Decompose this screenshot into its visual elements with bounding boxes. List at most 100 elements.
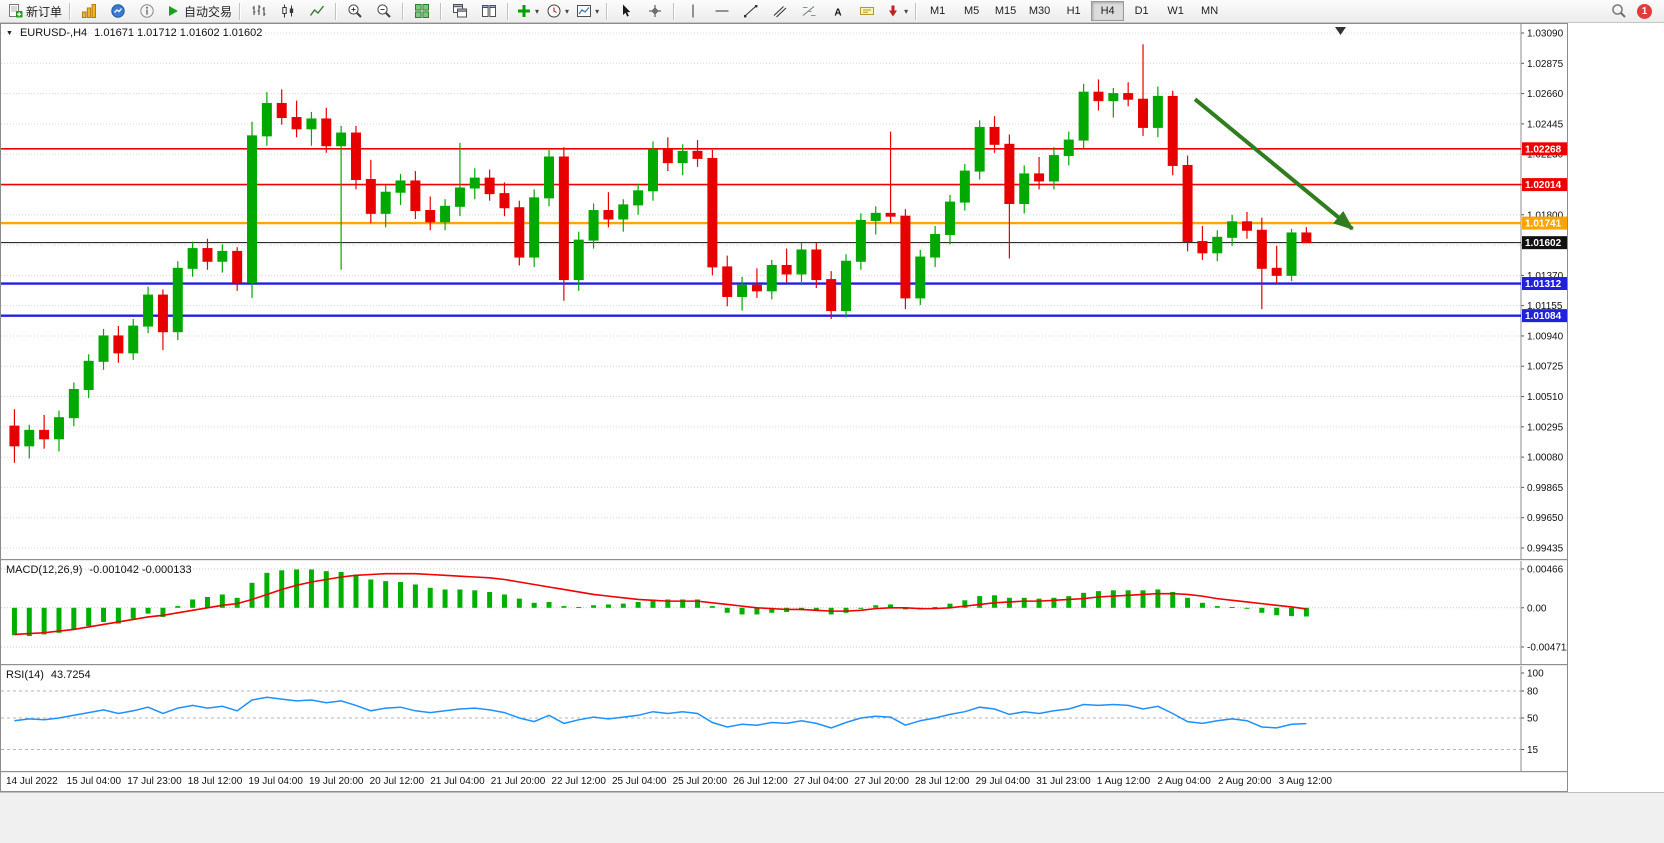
toolbar-separator	[402, 2, 405, 20]
chart-window[interactable]: 1.030901.028751.026601.024451.022301.020…	[0, 23, 1568, 792]
time-label: 31 Jul 23:00	[1036, 776, 1091, 787]
svg-text:1.01370: 1.01370	[1527, 271, 1564, 282]
new-order-button[interactable]: 新订单	[4, 0, 65, 22]
search-icon[interactable]	[1611, 3, 1627, 19]
fibonacci-tool-button[interactable]	[795, 0, 823, 22]
panel-separator[interactable]	[1, 664, 1567, 666]
clock-icon	[547, 4, 561, 18]
svg-text:50: 50	[1527, 714, 1539, 725]
timeframe-m5[interactable]: M5	[963, 5, 980, 17]
svg-text:0.00466: 0.00466	[1527, 565, 1564, 576]
timeframe-m15[interactable]: M15	[994, 5, 1017, 17]
trendline-tool-button[interactable]	[737, 0, 765, 22]
line-chart-type-button[interactable]	[303, 0, 331, 22]
collapse-arrow-icon[interactable]: ▼	[6, 29, 13, 37]
svg-text:80: 80	[1527, 687, 1539, 698]
indicators-button[interactable]: ▾	[513, 0, 542, 22]
tile-windows-button[interactable]	[408, 0, 436, 22]
toolbar-separator	[507, 2, 510, 20]
time-label: 27 Jul 20:00	[854, 776, 909, 787]
rsi-value: 43.7254	[50, 669, 91, 681]
time-axis[interactable]: 14 Jul 2022 15 Jul 04:00 17 Jul 23:00 18 Ju…	[1, 773, 1567, 791]
time-label: 21 Jul 04:00	[430, 776, 485, 787]
charts-panel-button[interactable]	[75, 0, 103, 22]
svg-text:1.00510: 1.00510	[1527, 392, 1564, 403]
timeframe-m1[interactable]: M1	[929, 5, 946, 17]
vertical-line-tool-button[interactable]	[679, 0, 707, 22]
vertical-line-icon	[692, 4, 694, 18]
chevron-down-icon[interactable]: ▾	[904, 6, 909, 16]
toolbar-right: 1	[1611, 3, 1660, 19]
crosshair-tool-button[interactable]	[641, 0, 669, 22]
zoom-out-button[interactable]	[370, 0, 398, 22]
zoom-in-icon	[348, 4, 362, 18]
price-chart[interactable]: 1.030901.028751.026601.024451.022301.020…	[1, 24, 1567, 559]
timeframe-mn[interactable]: MN	[1201, 5, 1219, 17]
auto-trading-button[interactable]: 自动交易	[162, 0, 235, 22]
timeframe-d1[interactable]: D1	[1134, 5, 1149, 17]
tile-vertical-icon	[482, 5, 497, 17]
svg-text:0.99650: 0.99650	[1527, 513, 1564, 524]
zoom-in-button[interactable]	[341, 0, 369, 22]
svg-text:-0.004711: -0.004711	[1527, 643, 1567, 654]
time-label: 28 Jul 12:00	[915, 776, 970, 787]
label-tool-button[interactable]	[853, 0, 881, 22]
auto-trading-label: 自动交易	[184, 4, 233, 19]
svg-text:1.01155: 1.01155	[1527, 301, 1563, 312]
macd-name: MACD(12,26,9)	[6, 564, 83, 576]
svg-text:1.00940: 1.00940	[1527, 331, 1564, 342]
chart-ohlc-values: 1.01671 1.01712 1.01602 1.01602	[94, 27, 263, 39]
candle-chart-type-button[interactable]	[274, 0, 302, 22]
auto-trading-icon	[169, 6, 179, 16]
toolbar-separator	[673, 2, 676, 20]
rsi-panel[interactable]: 100 80 50 15	[1, 666, 1567, 771]
periods-button[interactable]: ▾	[543, 0, 572, 22]
svg-text:1.01312: 1.01312	[1525, 279, 1562, 290]
svg-text:1.00725: 1.00725	[1527, 362, 1564, 373]
macd-label: MACD(12,26,9) -0.001042 -0.000133	[6, 564, 192, 576]
panel-separator[interactable]	[1, 771, 1567, 773]
svg-text:0.99435: 0.99435	[1527, 544, 1564, 555]
time-label: 22 Jul 12:00	[551, 776, 606, 787]
time-label: 29 Jul 04:00	[975, 776, 1031, 787]
cascade-windows-icon	[453, 4, 468, 18]
bar-chart-type-button[interactable]	[245, 0, 273, 22]
cascade-windows-button[interactable]	[446, 0, 474, 22]
horizontal-line-tool-button[interactable]	[708, 0, 736, 22]
chevron-down-icon[interactable]: ▾	[565, 6, 570, 16]
new-order-label: 新订单	[26, 4, 63, 19]
time-label: 1 Aug 12:00	[1096, 776, 1151, 787]
time-label: 26 Jul 12:00	[733, 776, 788, 787]
channel-tool-button[interactable]	[766, 0, 794, 22]
macd-panel[interactable]: 0.00466 0.00 -0.004711	[1, 561, 1567, 664]
cursor-tool-button[interactable]	[612, 0, 640, 22]
time-label: 19 Jul 04:00	[248, 776, 303, 787]
info-button[interactable]	[133, 0, 161, 22]
templates-button[interactable]: ▾	[573, 0, 602, 22]
timeframe-w1[interactable]: W1	[1167, 5, 1184, 17]
timeframe-h4[interactable]: H4	[1091, 1, 1125, 21]
time-label: 19 Jul 20:00	[309, 776, 364, 787]
market-watch-button[interactable]	[104, 0, 132, 22]
arrows-tool-button[interactable]: ▾	[882, 0, 911, 22]
toolbar-separator	[335, 2, 338, 20]
timeframe-h1[interactable]: H1	[1066, 5, 1081, 17]
svg-text:1.02660: 1.02660	[1527, 89, 1564, 100]
bar-chart-type-icon	[252, 5, 266, 16]
svg-text:100: 100	[1527, 669, 1544, 680]
cursor-icon	[623, 4, 631, 17]
svg-text:1.02268: 1.02268	[1525, 144, 1562, 155]
chevron-down-icon[interactable]: ▾	[595, 6, 600, 16]
svg-text:1.01800: 1.01800	[1527, 210, 1564, 221]
chevron-down-icon[interactable]: ▾	[535, 6, 540, 16]
tile-vertical-button[interactable]	[475, 0, 503, 22]
svg-text:1.01602: 1.01602	[1525, 238, 1562, 249]
svg-text:1.02445: 1.02445	[1527, 119, 1564, 130]
panel-separator[interactable]	[1, 559, 1567, 561]
svg-text:1.00295: 1.00295	[1527, 422, 1564, 433]
notification-badge[interactable]: 1	[1637, 3, 1652, 19]
time-label: 15 Jul 04:00	[66, 776, 122, 787]
svg-text:A: A	[834, 8, 841, 19]
timeframe-m30[interactable]: M30	[1028, 5, 1051, 17]
text-tool-button[interactable]: A	[824, 0, 852, 22]
